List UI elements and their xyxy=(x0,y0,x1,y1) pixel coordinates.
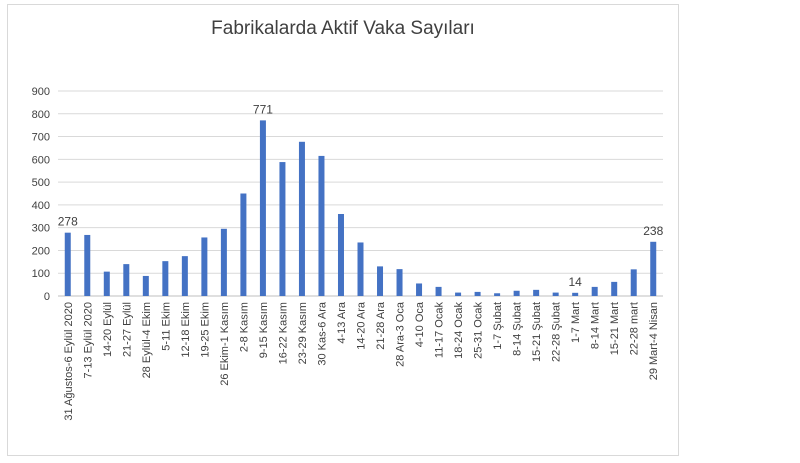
x-tick-label: 18-24 Ocak xyxy=(453,302,465,359)
x-tick-label: 8-14 Şubat xyxy=(512,302,524,356)
bar xyxy=(377,266,384,296)
x-tick-label: 22-28 mart xyxy=(629,302,641,355)
x-tick-label: 21-28 Ara xyxy=(375,301,387,350)
bar xyxy=(123,264,130,296)
bar xyxy=(611,281,618,296)
bar xyxy=(572,292,579,296)
x-tick-label: 31 Ağustos-6 Eylül 2020 xyxy=(63,302,75,421)
bar xyxy=(513,290,520,296)
bar xyxy=(259,120,266,296)
bar xyxy=(220,228,227,296)
x-tick-label: 14-20 Ara xyxy=(356,301,368,350)
bar xyxy=(435,286,442,296)
bar xyxy=(591,286,598,296)
chart-title: Fabrikalarda Aktif Vaka Sayıları xyxy=(211,18,475,39)
x-tick-label: 11-17 Ocak xyxy=(434,302,446,359)
y-tick-label: 0 xyxy=(44,291,50,303)
x-tick-label: 29 Mart-4 Nisan xyxy=(648,302,660,380)
x-tick-label: 12-18 Ekim xyxy=(180,302,192,358)
bar xyxy=(142,275,149,296)
data-label: 238 xyxy=(643,224,663,238)
y-tick-label: 400 xyxy=(32,200,50,212)
bar xyxy=(201,237,208,296)
x-tick-label: 1-7 Mart xyxy=(570,302,582,343)
bar xyxy=(162,261,169,296)
x-tick-label: 4-10 Oca xyxy=(414,301,426,347)
data-label: 14 xyxy=(568,275,582,289)
x-tick-label: 21-27 Eylül xyxy=(121,302,133,357)
y-tick-label: 600 xyxy=(32,154,50,166)
bar xyxy=(552,292,559,296)
data-label: 771 xyxy=(253,102,273,116)
y-tick-label: 900 xyxy=(32,86,50,98)
bar xyxy=(474,291,481,296)
x-tick-label: 1-7 Şubat xyxy=(492,302,504,350)
x-tick-label: 5-11 Ekim xyxy=(160,302,172,351)
x-tick-label: 22-28 Şubat xyxy=(551,302,563,362)
bar xyxy=(240,193,247,296)
x-tick-label: 8-14 Mart xyxy=(590,302,602,349)
bar xyxy=(337,214,344,296)
bar xyxy=(84,234,91,296)
x-tick-label: 28 Eylül-4 Ekim xyxy=(141,302,153,378)
bar xyxy=(650,241,657,296)
bar xyxy=(494,293,501,296)
bar xyxy=(181,256,188,296)
y-tick-label: 800 xyxy=(32,109,50,121)
x-tick-label: 25-31 Ocak xyxy=(473,302,485,359)
bar xyxy=(298,141,305,296)
bar xyxy=(64,232,71,296)
x-tick-label: 9-15 Kasım xyxy=(258,302,270,358)
x-tick-label: 15-21 Mart xyxy=(609,302,621,355)
x-tick-label: 2-8 Kasım xyxy=(238,302,250,352)
x-tick-label: 30 Kas-6 Ara xyxy=(316,301,328,365)
x-tick-label: 7-13 Eylül 2020 xyxy=(82,302,94,378)
bar xyxy=(630,269,637,296)
y-tick-label: 200 xyxy=(32,245,50,257)
x-tick-label: 16-22 Kasım xyxy=(277,302,289,364)
bar xyxy=(533,289,540,296)
bar xyxy=(279,162,286,296)
y-tick-label: 500 xyxy=(32,177,50,189)
bar xyxy=(103,271,110,296)
bar xyxy=(396,269,403,296)
x-tick-label: 14-20 Eylül xyxy=(102,302,114,357)
bar xyxy=(455,292,462,296)
x-tick-label: 26 Ekim-1 Kasım xyxy=(219,302,231,386)
bar xyxy=(318,155,325,296)
bar xyxy=(416,283,423,296)
x-tick-label: 15-21 Şubat xyxy=(531,302,543,362)
x-tick-label: 23-29 Kasım xyxy=(297,302,309,364)
bar xyxy=(357,242,364,296)
x-tick-label: 4-13 Ara xyxy=(336,301,348,343)
y-tick-label: 700 xyxy=(32,132,50,144)
y-tick-label: 300 xyxy=(32,223,50,235)
x-tick-label: 19-25 Ekim xyxy=(199,302,211,358)
y-tick-label: 100 xyxy=(32,268,50,280)
x-tick-label: 28 Ara-3 Oca xyxy=(395,301,407,367)
data-label: 278 xyxy=(58,215,78,229)
